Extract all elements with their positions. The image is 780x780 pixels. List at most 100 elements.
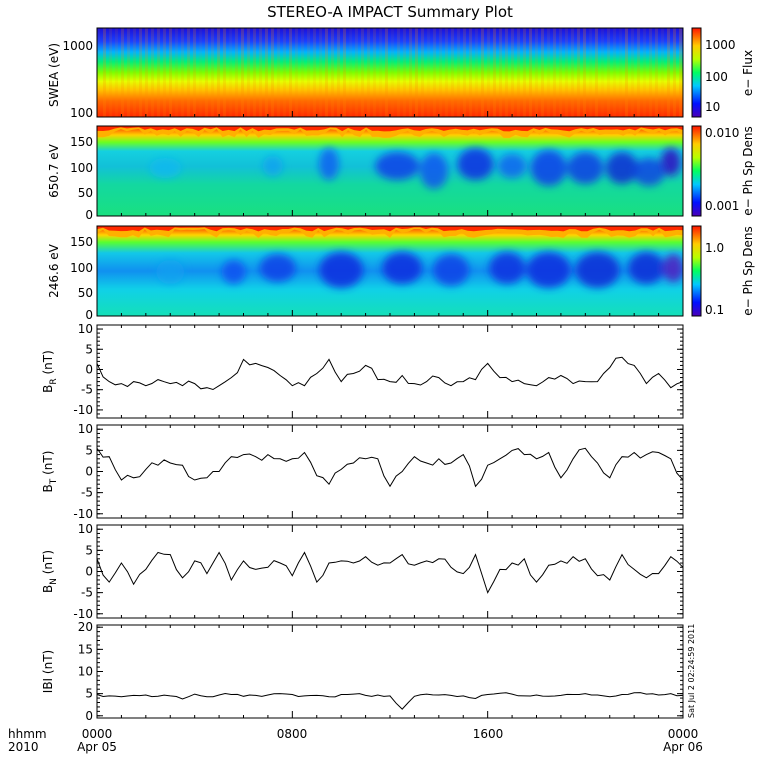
ytick-label: 5 bbox=[85, 687, 93, 701]
pad-depletion bbox=[318, 148, 339, 180]
pad246-colorbar bbox=[691, 225, 702, 317]
pad246-ytick-100: 100 bbox=[70, 261, 93, 275]
spectrogram-texture bbox=[511, 28, 514, 117]
spectrogram-texture bbox=[499, 28, 502, 117]
ytick-label: -10 bbox=[73, 403, 93, 417]
spectrogram-texture bbox=[223, 28, 226, 117]
series-line-BT bbox=[96, 447, 684, 488]
swea-ytick-100: 100 bbox=[70, 106, 93, 120]
pad246-ylabel: 246.6 eV bbox=[47, 243, 61, 298]
spectrogram-texture bbox=[451, 28, 454, 117]
spectrogram-texture bbox=[427, 28, 430, 117]
pad-depletion bbox=[221, 260, 246, 284]
panel-frame bbox=[96, 424, 684, 519]
spectrogram-texture bbox=[487, 28, 490, 117]
ytick-label: 10 bbox=[78, 522, 93, 536]
spectrogram-texture bbox=[631, 28, 634, 117]
time-axis-hhmm: hhmm bbox=[8, 727, 47, 741]
ytick-label: -10 bbox=[73, 607, 93, 621]
panel-frame bbox=[96, 524, 684, 619]
spectrogram-texture bbox=[517, 28, 520, 117]
spectrogram-texture bbox=[565, 28, 568, 117]
spectrogram-texture bbox=[361, 28, 364, 117]
series-line-B bbox=[96, 692, 684, 710]
spectrogram-texture bbox=[163, 28, 166, 117]
panel-frame bbox=[96, 324, 684, 419]
ytick-label: 0 bbox=[85, 709, 93, 723]
pad246-ytick-150: 150 bbox=[70, 235, 93, 249]
spectrogram-texture bbox=[151, 28, 154, 117]
plot-timestamp: Sat Jul 2 02:24:59 2011 bbox=[687, 624, 696, 718]
spectrogram-texture bbox=[571, 28, 574, 117]
spectrogram-texture bbox=[403, 28, 406, 117]
swea-cbar-tick-10: 10 bbox=[705, 100, 720, 114]
spectrogram-texture bbox=[247, 28, 250, 117]
spectrogram-texture bbox=[583, 28, 586, 117]
spectrogram-texture bbox=[589, 28, 592, 117]
spectrogram-texture bbox=[229, 28, 232, 117]
time-axis: hhmm 2010 0000 Apr 05 0800 1600 0000 Apr… bbox=[8, 727, 703, 754]
pad-flux-peak bbox=[97, 126, 683, 132]
spectrogram-texture bbox=[115, 28, 118, 117]
spectrogram-texture bbox=[661, 28, 664, 117]
spectrogram-texture bbox=[601, 28, 604, 117]
spectrogram-texture bbox=[253, 28, 256, 117]
spectrogram-texture bbox=[175, 28, 178, 117]
pad-depletion bbox=[149, 158, 182, 178]
plot-title: STEREO-A IMPACT Summary Plot bbox=[267, 3, 513, 21]
time-tick-1600: 1600 bbox=[473, 727, 504, 741]
ytick-label: -5 bbox=[81, 486, 93, 500]
pad-650-panel: 650.7 eV 150 100 50 0 0.010 0.001 e− Ph … bbox=[47, 125, 755, 222]
spectrogram-texture bbox=[457, 28, 460, 117]
panel-frame bbox=[96, 624, 684, 719]
series-line-BN bbox=[96, 551, 684, 594]
spectrogram-texture bbox=[325, 28, 328, 117]
pad650-cbar-tick-hi: 0.010 bbox=[705, 126, 739, 140]
panel-BR: 10 5 0 -5 -10 BR (nT) bbox=[41, 322, 684, 419]
ytick-label: 0 bbox=[85, 565, 93, 579]
pad-depletion bbox=[632, 158, 665, 186]
spectrogram-texture bbox=[529, 28, 532, 117]
spectrogram-texture bbox=[643, 28, 646, 117]
panel-BT: 10 5 0 -5 -10 BT (nT) bbox=[41, 422, 684, 521]
time-date-apr06: Apr 06 bbox=[663, 740, 703, 754]
swea-cbar-label: e− Flux bbox=[741, 50, 755, 96]
ytick-label: 10 bbox=[78, 322, 93, 336]
ytick-label: 0 bbox=[85, 465, 93, 479]
spectrogram-texture bbox=[637, 28, 640, 117]
spectrogram-texture bbox=[355, 28, 358, 117]
spectrogram-texture bbox=[421, 28, 424, 117]
spectrogram-texture bbox=[133, 28, 136, 117]
spectrogram-texture bbox=[211, 28, 214, 117]
spectrogram-texture bbox=[541, 28, 544, 117]
spectrogram-texture bbox=[679, 28, 682, 117]
swea-ytick-1000: 1000 bbox=[62, 39, 93, 53]
panel-B: 20 15 10 5 0 IBI (nT) bbox=[41, 620, 684, 723]
pad246-ytick-0: 0 bbox=[85, 308, 93, 322]
pad246-cbar-label: e− Ph Sp Dens bbox=[741, 226, 755, 315]
spectrogram-texture bbox=[181, 28, 184, 117]
spectrogram-texture bbox=[619, 28, 622, 117]
pad-depletion bbox=[660, 148, 681, 176]
pad650-ytick-150: 150 bbox=[70, 135, 93, 149]
spectrogram-texture bbox=[481, 28, 484, 117]
spectrogram-texture bbox=[217, 28, 220, 117]
spectrogram-texture bbox=[397, 28, 400, 117]
spectrogram-texture bbox=[205, 28, 208, 117]
pad-246-panel: 246.6 eV 150 100 50 0 1.0 0.1 e− Ph Sp D… bbox=[47, 225, 755, 322]
pad-depletion bbox=[259, 254, 296, 282]
pad-depletion bbox=[156, 260, 185, 284]
spectrogram-texture bbox=[343, 28, 346, 117]
spectrogram-texture bbox=[169, 28, 172, 117]
spectrogram-texture bbox=[439, 28, 442, 117]
pad-depletion bbox=[419, 153, 448, 189]
spectrogram-texture bbox=[415, 28, 418, 117]
pad650-ylabel: 650.7 eV bbox=[47, 143, 61, 198]
pad-depletion bbox=[382, 252, 423, 284]
spectrogram-texture bbox=[193, 28, 196, 117]
pad-depletion bbox=[628, 252, 665, 284]
spectrogram-texture bbox=[241, 28, 244, 117]
spectrogram-texture bbox=[139, 28, 142, 117]
ytick-label: -5 bbox=[81, 383, 93, 397]
ytick-label: 10 bbox=[78, 665, 93, 679]
